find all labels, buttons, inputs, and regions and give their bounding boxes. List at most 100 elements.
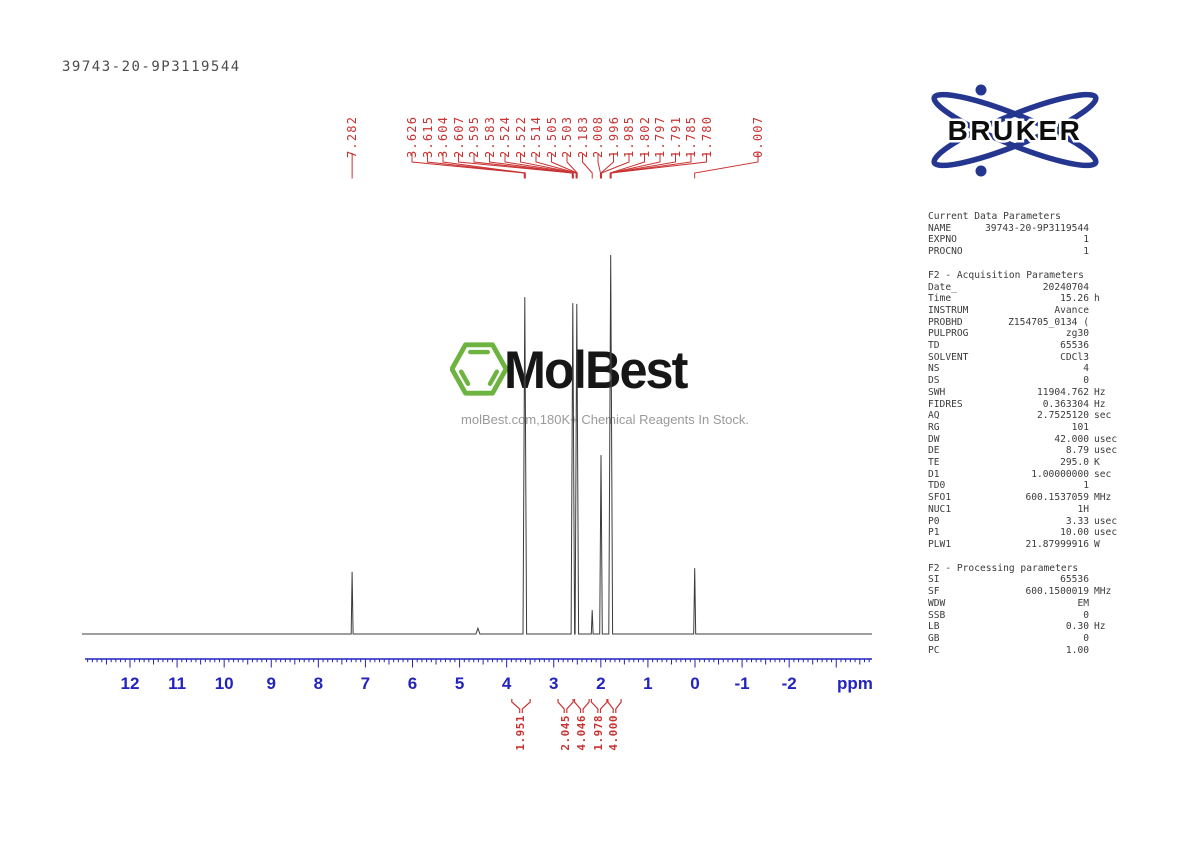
peak-shift-label: 2.583 — [482, 115, 497, 158]
bruker-logo: BRUKER — [931, 84, 1099, 177]
param-unit — [1089, 375, 1130, 387]
axis-tick-label: 5 — [454, 674, 465, 693]
param-row: PC 1.00 — [928, 645, 1130, 657]
param-unit — [1089, 282, 1130, 294]
param-unit — [1089, 480, 1130, 492]
peak-shift-label: 2.008 — [591, 115, 605, 158]
param-row: WDW EM — [928, 598, 1130, 610]
param-row: DE 8.79 usec — [928, 445, 1130, 457]
param-key: DW — [928, 433, 940, 445]
param-value: 1 — [1083, 480, 1089, 492]
param-key: NAME — [928, 222, 952, 234]
param-row: DW 42.000 usec — [928, 434, 1130, 446]
param-row: PULPROG zg30 — [928, 328, 1130, 340]
spectrum-trace — [82, 254, 872, 635]
peak-shift-label: 1.785 — [684, 115, 698, 158]
peak-shift-label: 1.985 — [622, 115, 636, 158]
param-unit — [1089, 234, 1130, 246]
param-value: 1.00000000 — [1031, 468, 1089, 480]
param-section-title: F2 - Acquisition Parameters — [928, 269, 1084, 281]
peak-shift-label: 0.007 — [751, 115, 765, 158]
param-unit — [1089, 223, 1130, 235]
integral-value-label: 4.046 — [574, 715, 588, 751]
param-value: 1H — [1077, 503, 1089, 515]
param-key: AQ — [928, 410, 940, 422]
param-row: LB 0.30 Hz — [928, 621, 1130, 633]
param-value: 101 — [1071, 421, 1089, 433]
param-key: DE — [928, 445, 940, 457]
param-row: FIDRES 0.363304 Hz — [928, 399, 1130, 411]
param-key: GB — [928, 632, 940, 644]
axis-tick-label: -2 — [781, 674, 797, 693]
param-row: P1 10.00 usec — [928, 527, 1130, 539]
param-key: SOLVENT — [928, 351, 969, 363]
param-value: 0.30 — [1065, 621, 1089, 633]
peak-shift-label: 3.604 — [436, 115, 450, 158]
param-row: DS 0 — [928, 375, 1130, 387]
param-key: FIDRES — [928, 398, 963, 410]
param-row: SFO1 600.1537059 MHz — [928, 492, 1130, 504]
param-key: SF — [928, 586, 940, 598]
param-row: PROCNO 1 — [928, 246, 1130, 258]
param-row: P0 3.33 usec — [928, 516, 1130, 528]
peak-shift-label: 7.282 — [345, 115, 360, 158]
param-value: 10.00 — [1060, 527, 1089, 539]
axis-tick-label: 9 — [266, 674, 276, 693]
axis-tick-label: 12 — [120, 674, 140, 693]
peak-shift-label: 3.615 — [420, 115, 435, 158]
param-value: 1.00 — [1065, 644, 1089, 656]
peak-shift-label: 1.797 — [653, 115, 667, 158]
param-row: TE 295.0 K — [928, 457, 1130, 469]
param-row: SI 65536 — [928, 574, 1130, 586]
param-value: 11904.762 — [1037, 386, 1089, 398]
param-unit: W — [1094, 538, 1100, 550]
param-unit — [1089, 633, 1130, 645]
param-key: LB — [928, 621, 940, 633]
peak-shift-label: 2.183 — [575, 115, 590, 158]
molbest-tagline: molBest.com,180K+ Chemical Reagents In S… — [461, 412, 749, 427]
param-key: NS — [928, 363, 940, 375]
param-row: PROBHD Z154705_0134 ( — [928, 317, 1130, 329]
param-value: EM — [1077, 597, 1089, 609]
integral-value-label: 1.951 — [514, 715, 528, 751]
param-row: INSTRUM Avance — [928, 305, 1130, 317]
param-key: DS — [928, 375, 940, 387]
param-section: Current Data Parameters NAME 39743-20-9P31… — [928, 211, 1130, 258]
param-section-title: Current Data Parameters — [928, 211, 1061, 222]
param-value: 15.26 — [1060, 293, 1089, 305]
param-value: 42.000 — [1054, 433, 1089, 445]
param-row: NAME 39743-20-9P3119544 — [928, 223, 1130, 235]
axis-tick-label: 0 — [690, 674, 700, 693]
sample-id: 39743-20-9P3119544 — [62, 59, 241, 75]
param-unit: Hz — [1094, 621, 1106, 633]
param-key: NUC1 — [928, 503, 952, 515]
param-section-title: F2 - Processing parameters — [928, 562, 1079, 574]
param-key: Date_ — [928, 281, 957, 293]
param-row: NUC1 1H — [928, 504, 1130, 516]
param-key: SWH — [928, 386, 946, 398]
param-key: P0 — [928, 515, 940, 527]
param-value: Avance — [1054, 304, 1089, 316]
param-value: 600.1500019 — [1025, 586, 1089, 598]
param-key: Time — [928, 293, 952, 305]
param-unit — [1089, 352, 1130, 364]
param-row: NS 4 — [928, 363, 1130, 375]
param-key: P1 — [928, 527, 940, 539]
param-unit — [1089, 574, 1130, 586]
axis-tick-label: 1 — [643, 674, 653, 693]
axis-tick-label: 7 — [360, 674, 371, 693]
integral-value-label: 1.978 — [592, 715, 606, 751]
param-unit: usec — [1094, 527, 1118, 539]
peak-shift-label: 1.802 — [637, 115, 652, 158]
param-unit: Hz — [1094, 398, 1106, 410]
param-unit: MHz — [1094, 492, 1112, 504]
param-value: 65536 — [1060, 340, 1089, 352]
param-key: EXPNO — [928, 234, 957, 246]
param-value: zg30 — [1065, 328, 1089, 340]
param-value: 2.7525120 — [1037, 410, 1089, 422]
param-unit: K — [1094, 457, 1100, 469]
param-key: INSTRUM — [928, 304, 969, 316]
param-key: WDW — [928, 597, 946, 609]
axis-tick-label: 8 — [313, 674, 324, 693]
